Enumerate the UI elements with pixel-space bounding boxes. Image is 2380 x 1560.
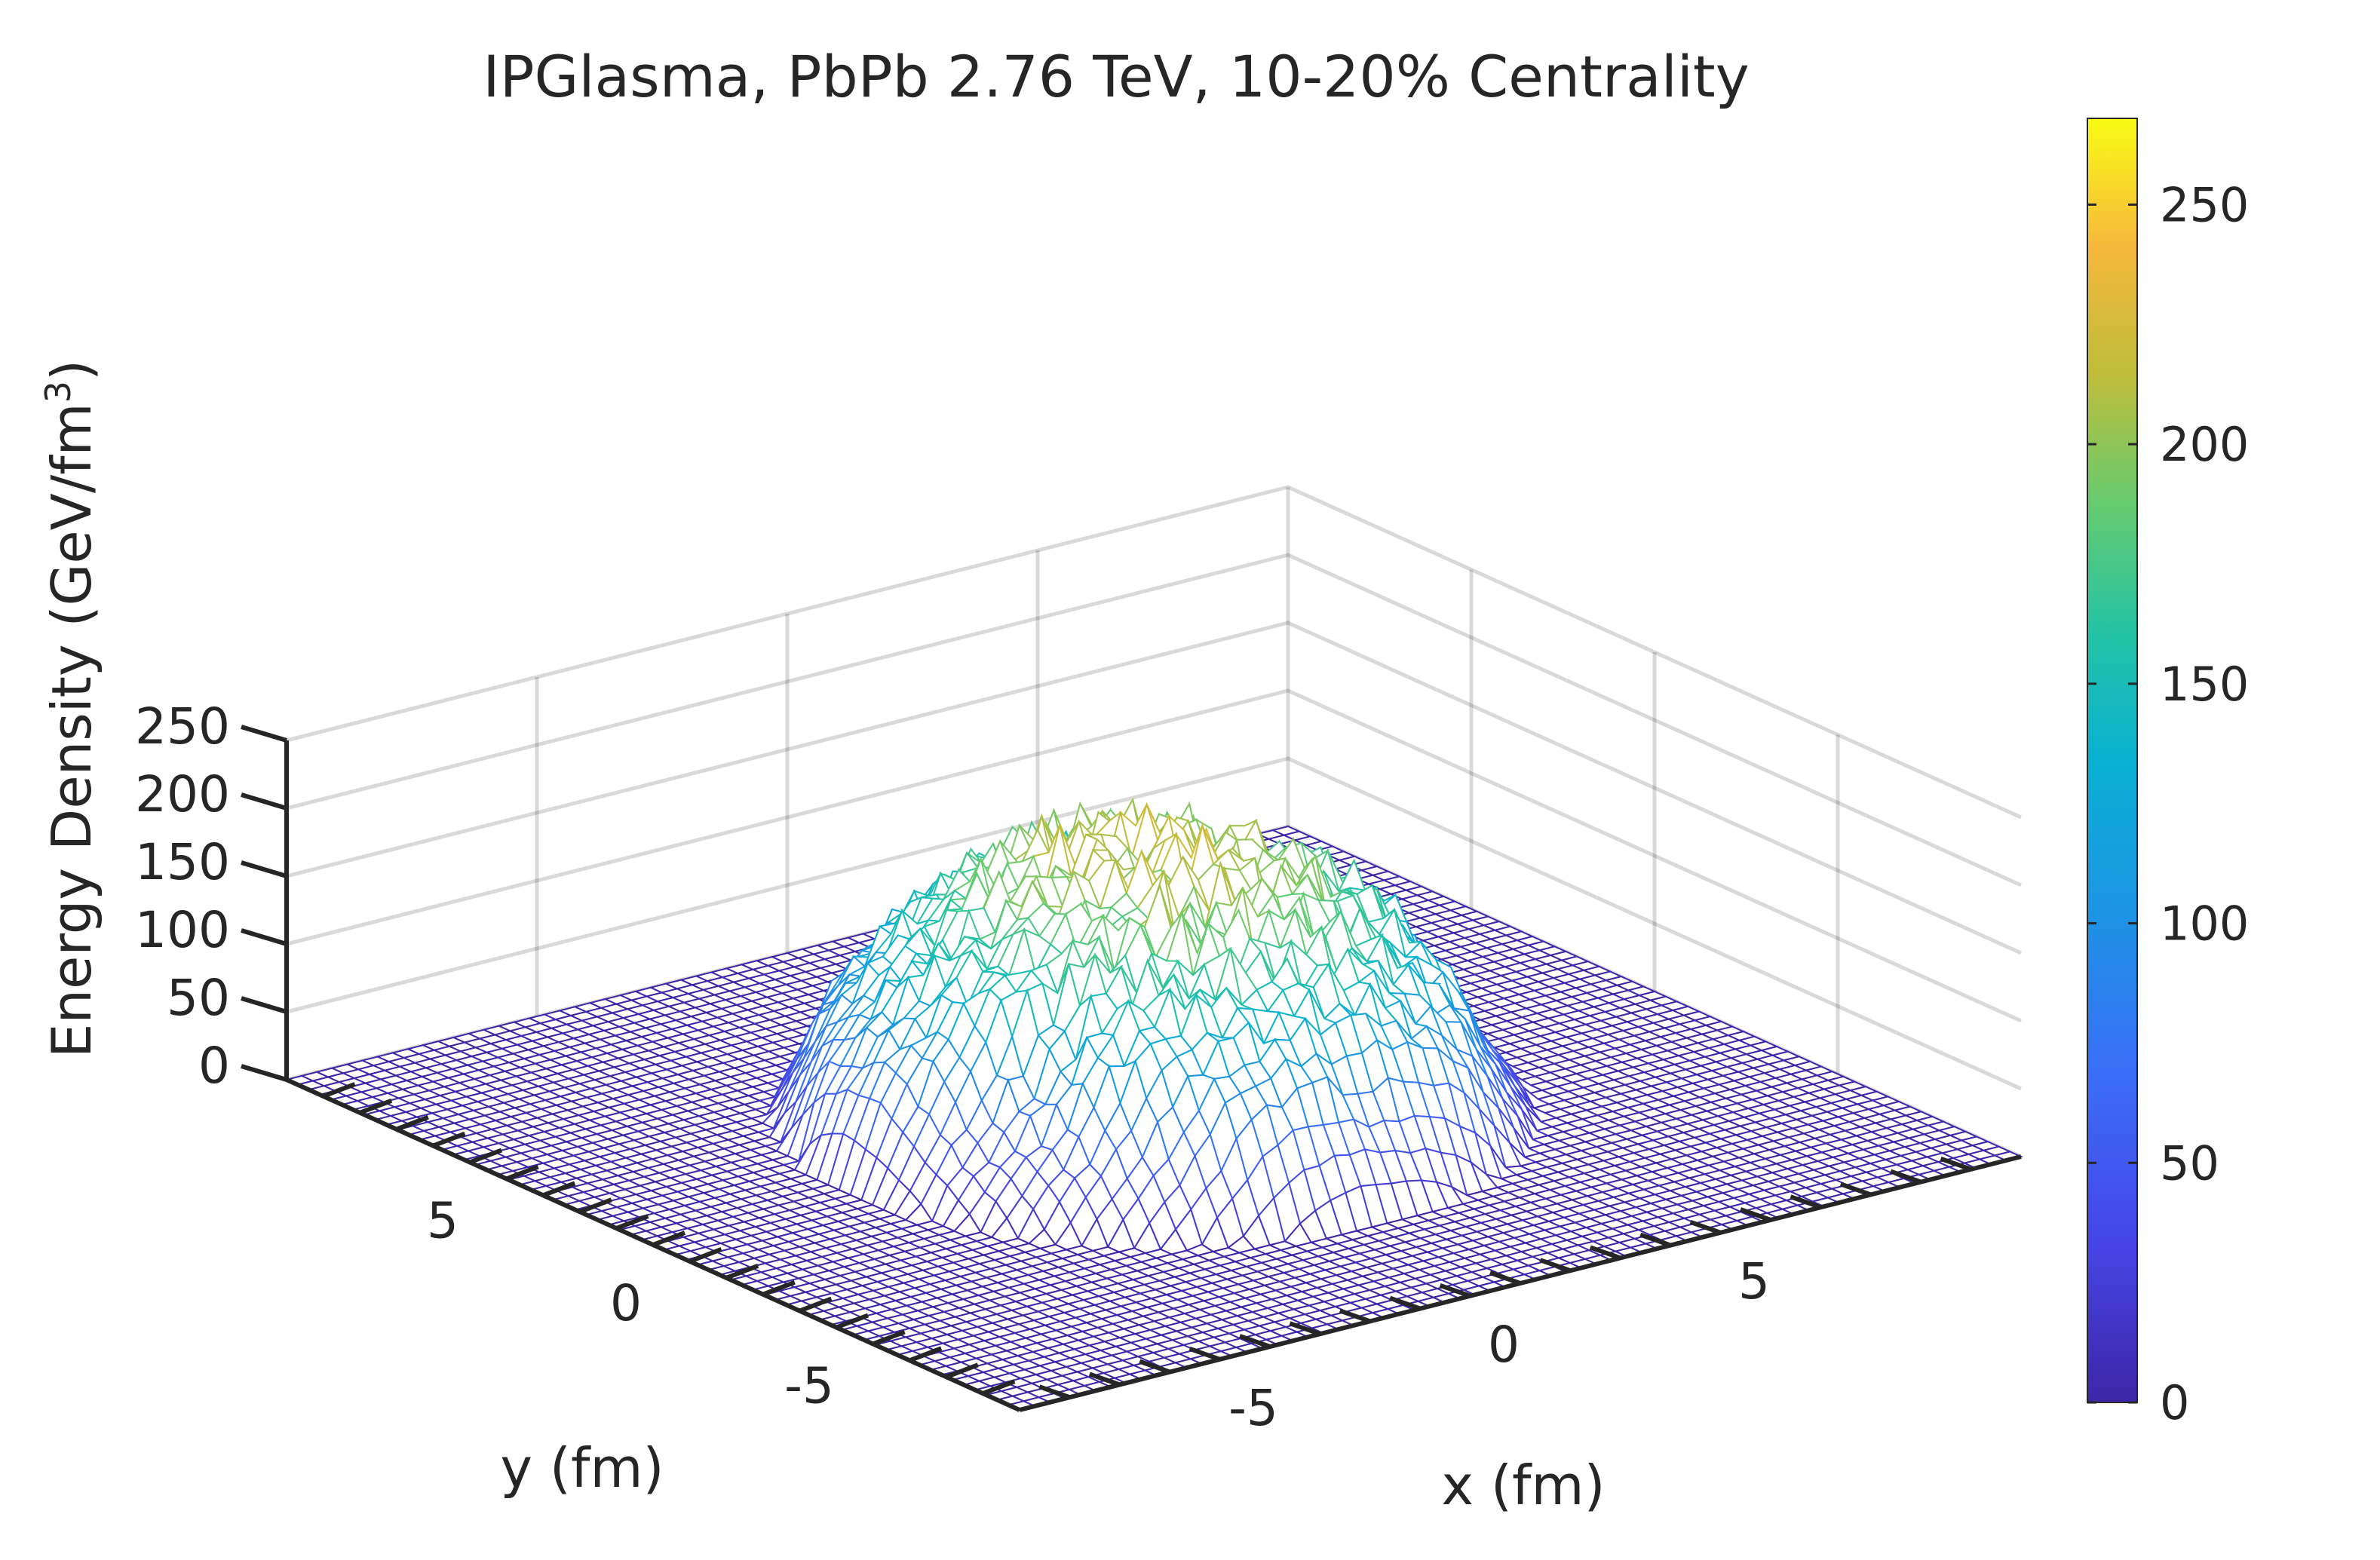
colorbar-tick-label: 250 xyxy=(2160,177,2249,232)
z-axis-label-close: ) xyxy=(40,360,103,381)
colorbar-tick-label: 100 xyxy=(2160,896,2249,952)
chart-title: IPGlasma, PbPb 2.76 TeV, 10-20% Centrali… xyxy=(483,43,1749,110)
y-axis-label: y (fm) xyxy=(500,1436,664,1500)
colorbar-tick-label: 150 xyxy=(2160,657,2249,712)
colorbar-tick-label: 50 xyxy=(2160,1136,2219,1191)
x-tick-label: -5 xyxy=(1228,1379,1278,1437)
x-tick-label: 0 xyxy=(1488,1316,1520,1374)
z-axis-label: Energy Density (GeV/fm3) xyxy=(38,360,103,1058)
y-tick-label: -5 xyxy=(784,1357,834,1415)
z-gridline xyxy=(286,621,2023,955)
z-axis-label-superscript: 3 xyxy=(38,381,78,403)
colorbar-tick-label: 0 xyxy=(2160,1375,2189,1430)
z-tick-label: 250 xyxy=(135,697,230,755)
colorbar-scale xyxy=(2087,118,2138,1403)
z-tick-label: 100 xyxy=(135,901,230,959)
z-tick-label: 0 xyxy=(198,1037,230,1095)
x-axis-label: x (fm) xyxy=(1441,1454,1605,1517)
z-tick-label: 200 xyxy=(135,765,230,823)
y-tick-label: 0 xyxy=(610,1274,642,1332)
z-tick-label: 50 xyxy=(167,969,230,1027)
z-tick-label: 150 xyxy=(135,833,230,891)
y-tick-label: 5 xyxy=(427,1192,459,1250)
x-tick-label: 5 xyxy=(1738,1252,1770,1310)
z-gridline xyxy=(286,485,2023,820)
z-gridline xyxy=(286,688,2023,1023)
z-gridline xyxy=(286,756,2023,1091)
z-gridline xyxy=(286,553,2023,887)
colorbar-tick-label: 200 xyxy=(2160,417,2249,472)
z-axis-label-text: Energy Density (GeV/fm xyxy=(40,403,103,1058)
